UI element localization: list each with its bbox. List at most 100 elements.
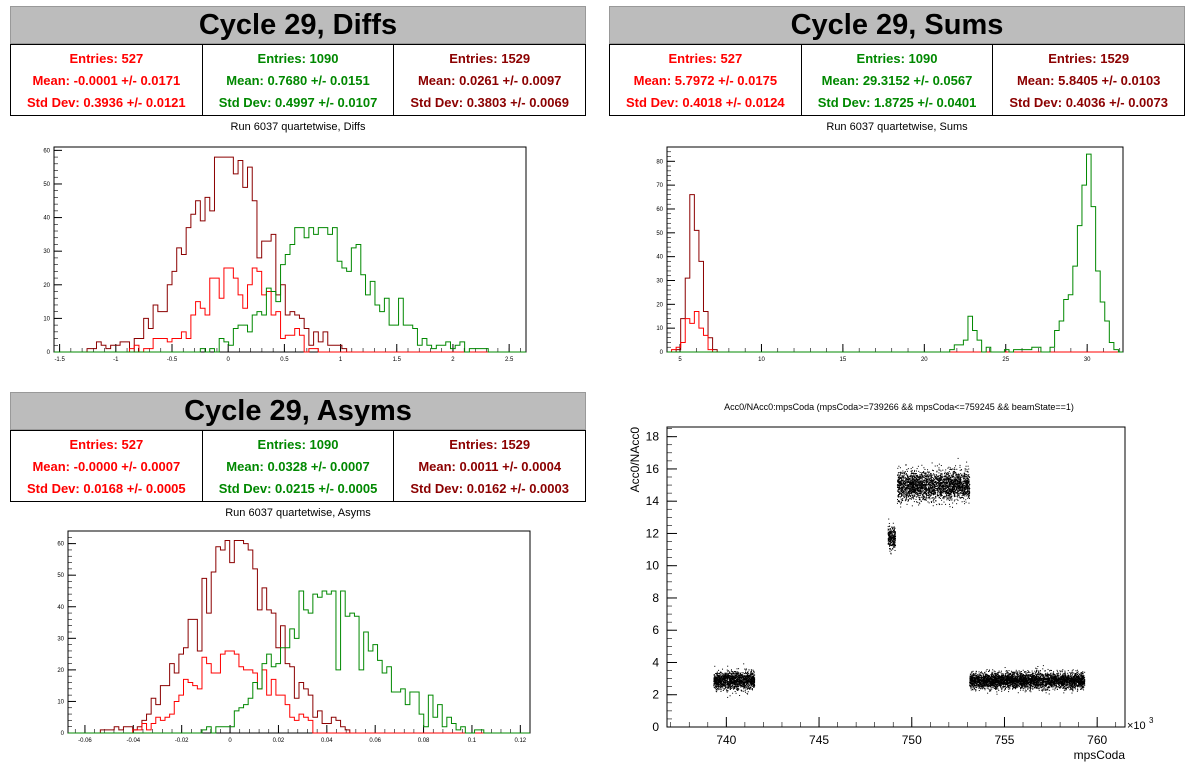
scatter-point (729, 684, 731, 686)
x-tick-label: 1.5 (393, 357, 402, 363)
scatter-point (907, 480, 909, 482)
scatter-point (928, 493, 930, 495)
scatter-point (721, 676, 723, 678)
scatter-point (939, 485, 941, 487)
scatter-point (940, 493, 942, 495)
scatter-point (749, 684, 751, 686)
scatter-point (902, 476, 904, 478)
scatter-point (909, 495, 911, 497)
scatter-point (951, 475, 953, 477)
scatter-point (898, 487, 900, 489)
scatter-point (913, 484, 915, 486)
scatter-point (938, 483, 940, 485)
scatter-point (744, 684, 746, 686)
scatter-point (907, 485, 909, 487)
scatter-point (1073, 678, 1075, 680)
scatter-point (912, 481, 914, 483)
scatter-point (941, 485, 943, 487)
scatter-point (932, 480, 934, 482)
scatter-point (943, 496, 945, 498)
scatter-point (959, 469, 961, 471)
scatter-point (735, 692, 737, 694)
scatter-point (906, 503, 908, 505)
scatter-point (715, 681, 717, 683)
scatter-point (954, 485, 956, 487)
x-tick-label: 20 (921, 357, 928, 363)
scatter-point (891, 536, 893, 538)
scatter-point (904, 485, 906, 487)
scatter-point (922, 499, 924, 501)
scatter-point (714, 676, 716, 678)
scatter-point (944, 483, 946, 485)
scatter-point (742, 672, 744, 674)
scatter-point (723, 684, 725, 686)
scatter-point (964, 474, 966, 476)
scatter-point (724, 681, 726, 683)
scatter-point (963, 487, 965, 489)
scatter-point (950, 482, 952, 484)
scatter-point (749, 674, 751, 676)
scatter-point (957, 495, 959, 497)
scatter-point (746, 686, 748, 688)
scatter-point (752, 679, 754, 681)
scatter-point (952, 474, 954, 476)
scatter-point (732, 677, 734, 679)
scatter-point (940, 484, 942, 486)
scatter-point (750, 683, 752, 685)
scatter-point (925, 484, 927, 486)
scatter-point (913, 494, 915, 496)
stat-std: Std Dev: 0.0168 +/- 0.0005 (27, 480, 186, 496)
scatter-point (919, 472, 921, 474)
scatter-point (898, 489, 900, 491)
scatter-point (749, 686, 751, 688)
scatter-point (920, 474, 922, 476)
scatter-point (719, 681, 721, 683)
scatter-point (738, 685, 740, 687)
scatter-point (924, 484, 926, 486)
scatter-point (734, 682, 736, 684)
scatter-point (929, 488, 931, 490)
scatter-point (963, 498, 965, 500)
x-tick-label: 0.5 (280, 357, 289, 363)
scatter-point (925, 480, 927, 482)
scatter-point (733, 681, 735, 683)
scatter-point (933, 473, 935, 475)
scatter-point (735, 686, 737, 688)
scatter-point (734, 687, 736, 689)
scatter-point (935, 500, 937, 502)
scatter-point (751, 675, 753, 677)
scatter-point (1054, 674, 1056, 676)
x-tick-label: 740 (716, 733, 736, 747)
scatter-point (736, 688, 738, 690)
scatter-point (919, 498, 921, 500)
scatter-point (943, 480, 945, 482)
scatter-point (951, 483, 953, 485)
scatter-point (909, 490, 911, 492)
scatter-point (916, 475, 918, 477)
scatter-point (750, 672, 752, 674)
scatter-point (744, 680, 746, 682)
scatter-point (946, 482, 948, 484)
scatter-point (909, 484, 911, 486)
scatter-point (959, 479, 961, 481)
scatter-point (957, 478, 959, 480)
scatter-point (722, 675, 724, 677)
scatter-point (938, 481, 940, 483)
scatter-point (747, 674, 749, 676)
scatter-point (952, 484, 954, 486)
scatter-point (714, 679, 716, 681)
scatter-point (931, 475, 933, 477)
scatter-point (954, 484, 956, 486)
scatter-point (967, 477, 969, 479)
scatter-point (948, 471, 950, 473)
scatter-point (900, 477, 902, 479)
scatter-point (968, 494, 970, 496)
scatter-point (889, 550, 891, 552)
scatter-point (993, 675, 995, 677)
scatter-point (981, 688, 983, 690)
scatter-point (716, 677, 718, 679)
scatter-point (714, 687, 716, 689)
scatter-point (935, 482, 937, 484)
scatter-point (960, 476, 962, 478)
